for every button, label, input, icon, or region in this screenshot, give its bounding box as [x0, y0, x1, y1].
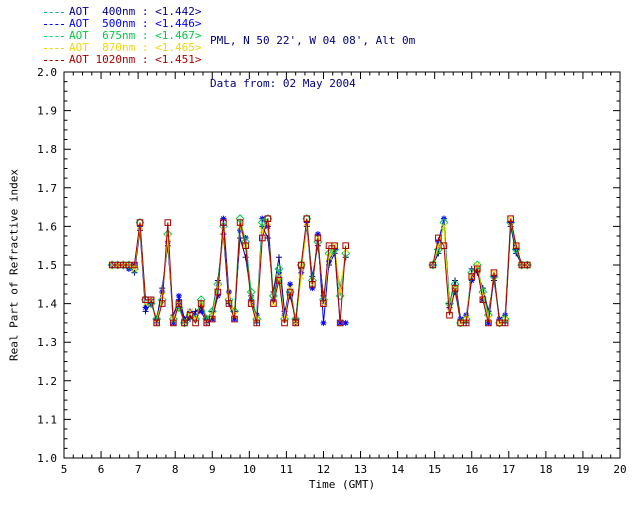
- legend-label-870nm: AOT 870nm : <1.465>: [69, 41, 202, 54]
- x-tick-label: 17: [502, 463, 515, 476]
- legend: AOT 400nm : <1.442> AOT 500nm : <1.446> …: [44, 6, 201, 66]
- legend-label-400nm: AOT 400nm : <1.442>: [69, 5, 202, 18]
- legend-label-675nm: AOT 675nm : <1.467>: [69, 29, 202, 42]
- y-tick-label: 1.8: [37, 143, 57, 156]
- y-tick-label: 1.7: [37, 182, 57, 195]
- legend-label-500nm: AOT 500nm : <1.446>: [69, 17, 202, 30]
- x-axis-title: Time (GMT): [308, 478, 376, 491]
- x-tick-label: 5: [61, 463, 68, 476]
- y-tick-label: 1.6: [37, 220, 57, 233]
- x-tick-label: 16: [465, 463, 478, 476]
- x-tick-label: 20: [613, 463, 626, 476]
- station-location: PML, N 50 22', W 04 08', Alt 0m: [210, 34, 416, 47]
- y-tick-label: 1.1: [37, 413, 57, 426]
- legend-row-870nm: AOT 870nm : <1.465>: [44, 42, 201, 54]
- x-tick-label: 6: [98, 463, 105, 476]
- x-tick-label: 9: [209, 463, 216, 476]
- legend-line-sample-870nm: [44, 47, 64, 49]
- legend-line-sample-675nm: [44, 35, 64, 37]
- x-tick-label: 15: [428, 463, 441, 476]
- y-tick-label: 1.5: [37, 259, 57, 272]
- x-tick-label: 7: [135, 463, 142, 476]
- y-tick-label: 1.9: [37, 105, 57, 118]
- legend-line-sample-500nm: [44, 23, 64, 25]
- x-tick-label: 12: [317, 463, 330, 476]
- legend-row-400nm: AOT 400nm : <1.442>: [44, 6, 201, 18]
- y-tick-label: 1.4: [37, 298, 57, 311]
- y-tick-label: 1.2: [37, 375, 57, 388]
- axis-ticks: [63, 71, 621, 459]
- station-header: PML, N 50 22', W 04 08', Alt 0m Data fro…: [210, 6, 415, 105]
- x-tick-label: 10: [243, 463, 256, 476]
- x-tick-label: 14: [391, 463, 405, 476]
- series-line-aot-1020nm: [112, 218, 528, 325]
- y-tick-label: 1.3: [37, 336, 57, 349]
- x-tick-label: 19: [576, 463, 589, 476]
- y-tick-label: 2.0: [37, 66, 57, 79]
- x-tick-label: 11: [280, 463, 293, 476]
- legend-label-1020nm: AOT 1020nm : <1.451>: [69, 53, 202, 66]
- x-tick-label: 18: [539, 463, 552, 476]
- x-tick-label: 13: [354, 463, 367, 476]
- plot-frame: [63, 71, 621, 459]
- x-tick-label: 8: [172, 463, 179, 476]
- legend-row-1020nm: AOT 1020nm : <1.451>: [44, 54, 201, 66]
- legend-line-sample-1020nm: [44, 59, 64, 61]
- y-axis-title: Real Part of Refractive index: [7, 168, 21, 362]
- data-date: Data from: 02 May 2004: [210, 77, 356, 90]
- legend-line-sample-400nm: [44, 11, 64, 13]
- legend-row-500nm: AOT 500nm : <1.446>: [44, 18, 201, 30]
- legend-row-675nm: AOT 675nm : <1.467>: [44, 30, 201, 42]
- series-markers-aot-1020nm: [108, 215, 531, 327]
- y-tick-label: 1.0: [37, 452, 57, 465]
